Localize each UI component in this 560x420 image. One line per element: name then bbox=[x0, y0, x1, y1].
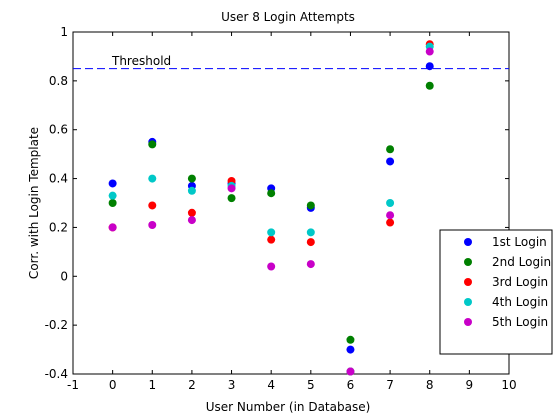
legend-marker bbox=[464, 278, 472, 286]
x-tick-label: 10 bbox=[501, 378, 516, 392]
x-tick-label: 5 bbox=[307, 378, 315, 392]
x-axis: -1 0 1 2 3 4 5 6 7 8 9 10 bbox=[67, 32, 517, 392]
data-point-3 bbox=[148, 201, 157, 210]
data-point-2 bbox=[187, 174, 196, 183]
data-point-2 bbox=[386, 145, 395, 154]
data-point-4 bbox=[386, 199, 395, 207]
data-points bbox=[108, 40, 434, 376]
y-tick-label: 0.6 bbox=[49, 123, 68, 137]
legend-marker bbox=[464, 298, 472, 306]
legend-label: 2nd Login bbox=[492, 255, 551, 269]
legend-marker bbox=[464, 258, 472, 266]
y-tick-label: 0.2 bbox=[49, 220, 68, 234]
plot-area bbox=[72, 31, 510, 375]
data-point-1 bbox=[386, 157, 395, 166]
data-point-5 bbox=[425, 47, 434, 56]
legend-label: 4th Login bbox=[492, 295, 548, 309]
x-tick-label: 9 bbox=[466, 378, 474, 392]
x-tick-label: 8 bbox=[426, 378, 434, 392]
data-point-2 bbox=[306, 201, 315, 210]
x-tick-label: 2 bbox=[188, 378, 196, 392]
y-tick-label: -0.4 bbox=[45, 367, 68, 381]
legend-label: 3rd Login bbox=[492, 275, 548, 289]
data-point-4 bbox=[148, 174, 157, 183]
y-tick-label: 1 bbox=[60, 25, 68, 39]
data-point-2 bbox=[346, 335, 355, 344]
data-point-4 bbox=[267, 228, 276, 237]
y-axis-label: Corr. with Login Template bbox=[27, 127, 41, 279]
y-tick-label: 0.8 bbox=[49, 74, 68, 88]
legend[interactable]: 1st Login 2nd Login 3rd Login 4th Login 5th … bbox=[439, 229, 553, 355]
x-tick-label: 7 bbox=[386, 378, 394, 392]
x-tick-label: 6 bbox=[347, 378, 355, 392]
chart-title: User 8 Login Attempts bbox=[221, 10, 355, 24]
x-tick-label: 0 bbox=[109, 378, 117, 392]
y-tick-label: 0 bbox=[60, 269, 68, 283]
data-point-1 bbox=[108, 179, 117, 188]
data-point-5 bbox=[108, 223, 117, 232]
data-point-5 bbox=[346, 367, 355, 376]
data-point-2 bbox=[108, 199, 117, 207]
data-point-4 bbox=[108, 191, 117, 200]
legend-label: 5th Login bbox=[492, 315, 548, 329]
legend-label: 1st Login bbox=[492, 235, 547, 249]
legend-marker bbox=[464, 318, 472, 326]
x-tick-label: 4 bbox=[267, 378, 275, 392]
data-point-1 bbox=[425, 62, 434, 71]
data-point-4 bbox=[306, 228, 315, 237]
data-point-1 bbox=[346, 345, 355, 354]
x-tick-label: 1 bbox=[148, 378, 156, 392]
data-point-2 bbox=[148, 140, 157, 149]
data-point-5 bbox=[267, 262, 276, 271]
data-point-3 bbox=[386, 218, 395, 227]
data-point-4 bbox=[187, 186, 196, 195]
data-point-3 bbox=[267, 235, 276, 244]
x-tick-label: -1 bbox=[67, 378, 79, 392]
data-point-3 bbox=[187, 208, 196, 217]
data-point-5 bbox=[187, 216, 196, 225]
data-point-3 bbox=[306, 238, 315, 247]
data-point-2 bbox=[425, 81, 434, 90]
x-axis-label: User Number (in Database) bbox=[206, 400, 371, 414]
x-tick-label: 3 bbox=[228, 378, 236, 392]
legend-box bbox=[439, 229, 553, 355]
data-point-5 bbox=[148, 220, 157, 229]
legend-marker bbox=[464, 238, 472, 246]
data-point-5 bbox=[386, 211, 395, 220]
y-tick-label: -0.2 bbox=[45, 318, 68, 332]
data-point-5 bbox=[227, 184, 236, 193]
y-tick-label: 0.4 bbox=[49, 172, 68, 186]
data-point-2 bbox=[227, 194, 236, 203]
y-axis: -0.4 -0.2 0 0.2 0.4 0.6 0.8 1 bbox=[45, 25, 509, 381]
threshold-label: Threshold bbox=[111, 54, 171, 68]
data-point-5 bbox=[306, 260, 315, 269]
data-point-2 bbox=[267, 189, 276, 198]
